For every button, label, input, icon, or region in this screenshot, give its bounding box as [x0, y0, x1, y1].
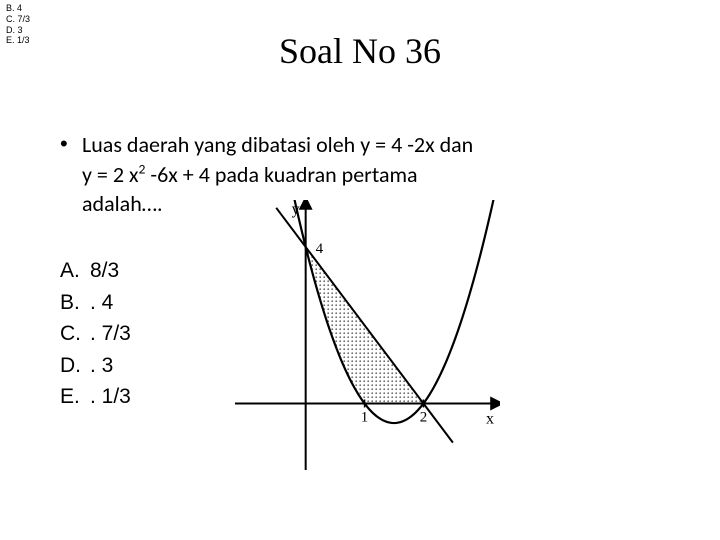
answer-options: A. 8/3 B. . 4 C. . 7/3 D. . 3 E. . 1/3 [60, 255, 131, 413]
svg-text:1: 1 [361, 409, 369, 425]
option-e: E. . 1/3 [60, 381, 131, 413]
opt-letter: B. [60, 287, 90, 319]
svg-text:2: 2 [420, 409, 428, 425]
bullet-icon: • [60, 130, 82, 158]
opt-text: . 4 [90, 287, 113, 319]
svg-text:x: x [486, 410, 494, 427]
opt-letter: E. [60, 381, 90, 413]
opt-text: . 1/3 [90, 381, 131, 413]
graph: 1 2 4 x y [235, 200, 500, 470]
page-title: Soal No 36 [0, 30, 720, 72]
mini-opt-c: C. 7/3 [6, 14, 30, 25]
opt-letter: C. [60, 318, 90, 350]
svg-text:4: 4 [316, 241, 324, 257]
q-line1: Luas daerah yang dibatasi oleh y = 4 -2x… [82, 131, 473, 158]
option-b: B. . 4 [60, 287, 131, 319]
opt-text: 8/3 [90, 255, 119, 287]
opt-text: . 7/3 [90, 318, 131, 350]
q-line3: adalah…. [82, 190, 163, 217]
q-line2a: y = 2 x [82, 161, 139, 188]
q-line2b: -6x + 4 pada kuadran pertama [145, 161, 417, 188]
svg-text:y: y [292, 201, 300, 218]
opt-letter: A. [60, 255, 90, 287]
option-c: C. . 7/3 [60, 318, 131, 350]
opt-text: . 3 [90, 350, 113, 382]
option-a: A. 8/3 [60, 255, 131, 287]
option-d: D. . 3 [60, 350, 131, 382]
graph-svg: 1 2 4 x y [235, 200, 500, 470]
mini-opt-b: B. 4 [6, 3, 30, 14]
opt-letter: D. [60, 350, 90, 382]
